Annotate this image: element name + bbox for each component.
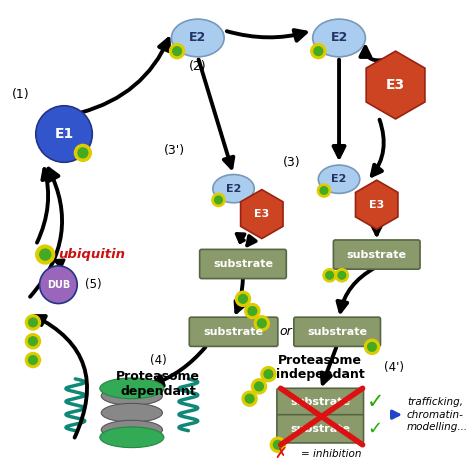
Text: Proteasome: Proteasome — [116, 371, 200, 383]
Text: DUB: DUB — [47, 280, 70, 290]
Circle shape — [28, 356, 37, 365]
Circle shape — [238, 294, 247, 303]
FancyBboxPatch shape — [277, 415, 364, 443]
Circle shape — [338, 272, 346, 279]
Text: ✓: ✓ — [367, 392, 385, 412]
Circle shape — [320, 187, 328, 194]
Text: E2: E2 — [226, 183, 241, 194]
Text: modelling...: modelling... — [407, 422, 468, 432]
Circle shape — [264, 370, 273, 379]
Text: Proteasome: Proteasome — [278, 354, 362, 366]
Text: E3: E3 — [386, 78, 405, 92]
Ellipse shape — [100, 427, 164, 447]
Polygon shape — [241, 190, 283, 238]
Circle shape — [74, 145, 91, 161]
Text: (3'): (3') — [164, 145, 185, 157]
Circle shape — [251, 379, 266, 394]
Text: ✗: ✗ — [274, 447, 287, 462]
Circle shape — [318, 184, 330, 197]
Circle shape — [28, 337, 37, 346]
Text: substrate: substrate — [307, 327, 367, 337]
FancyBboxPatch shape — [189, 317, 278, 346]
Circle shape — [335, 269, 348, 282]
FancyBboxPatch shape — [277, 388, 364, 417]
FancyBboxPatch shape — [333, 240, 420, 269]
Text: = inhibition: = inhibition — [301, 449, 362, 459]
Text: E2: E2 — [331, 174, 346, 184]
Text: substrate: substrate — [203, 327, 264, 337]
Circle shape — [36, 106, 92, 162]
Circle shape — [26, 315, 40, 330]
Circle shape — [36, 245, 55, 264]
Ellipse shape — [101, 420, 163, 439]
Circle shape — [257, 319, 266, 328]
Text: (2): (2) — [189, 60, 207, 73]
Text: E2: E2 — [189, 31, 206, 45]
Ellipse shape — [101, 386, 163, 405]
Circle shape — [40, 249, 51, 260]
Text: (3): (3) — [283, 156, 301, 169]
Circle shape — [170, 44, 184, 59]
FancyBboxPatch shape — [294, 317, 381, 346]
Text: (4): (4) — [150, 354, 166, 366]
Text: E1: E1 — [55, 127, 73, 141]
Circle shape — [368, 343, 376, 351]
Text: chromatin-: chromatin- — [407, 410, 464, 419]
Circle shape — [311, 44, 326, 59]
Circle shape — [212, 193, 225, 207]
FancyBboxPatch shape — [200, 249, 286, 279]
Ellipse shape — [101, 403, 163, 422]
Ellipse shape — [213, 174, 254, 203]
Circle shape — [255, 382, 264, 391]
Text: (4'): (4') — [384, 361, 404, 374]
Text: substrate: substrate — [290, 424, 350, 434]
Circle shape — [270, 438, 285, 452]
Text: or: or — [279, 325, 292, 338]
Circle shape — [242, 391, 257, 406]
Text: ubiquitin: ubiquitin — [58, 248, 126, 261]
Circle shape — [254, 316, 269, 331]
Text: substrate: substrate — [213, 259, 273, 269]
Circle shape — [365, 339, 380, 355]
Circle shape — [245, 303, 260, 319]
Text: independant: independant — [276, 368, 365, 381]
Ellipse shape — [313, 19, 365, 57]
Circle shape — [215, 196, 222, 204]
Text: E3: E3 — [254, 209, 269, 219]
Ellipse shape — [172, 19, 224, 57]
Circle shape — [273, 440, 282, 449]
Circle shape — [39, 266, 77, 303]
Ellipse shape — [319, 165, 360, 193]
Circle shape — [323, 269, 336, 282]
Text: (1): (1) — [12, 88, 29, 101]
Text: dependant: dependant — [120, 384, 196, 398]
Circle shape — [245, 394, 254, 403]
Text: substrate: substrate — [346, 250, 407, 260]
Text: ✓: ✓ — [367, 420, 383, 438]
Circle shape — [261, 366, 276, 382]
Text: (5): (5) — [85, 278, 101, 291]
Circle shape — [26, 353, 40, 367]
Circle shape — [326, 272, 333, 279]
Polygon shape — [366, 51, 425, 119]
Circle shape — [173, 47, 182, 55]
Polygon shape — [356, 180, 398, 229]
Circle shape — [26, 334, 40, 349]
Ellipse shape — [100, 378, 164, 399]
Circle shape — [236, 292, 251, 306]
Text: E2: E2 — [330, 31, 347, 45]
Circle shape — [78, 148, 88, 158]
Circle shape — [248, 307, 257, 315]
Circle shape — [28, 318, 37, 327]
Text: E3: E3 — [369, 200, 384, 210]
Text: trafficking,: trafficking, — [407, 397, 463, 408]
Text: substrate: substrate — [290, 397, 350, 408]
Circle shape — [314, 47, 323, 55]
